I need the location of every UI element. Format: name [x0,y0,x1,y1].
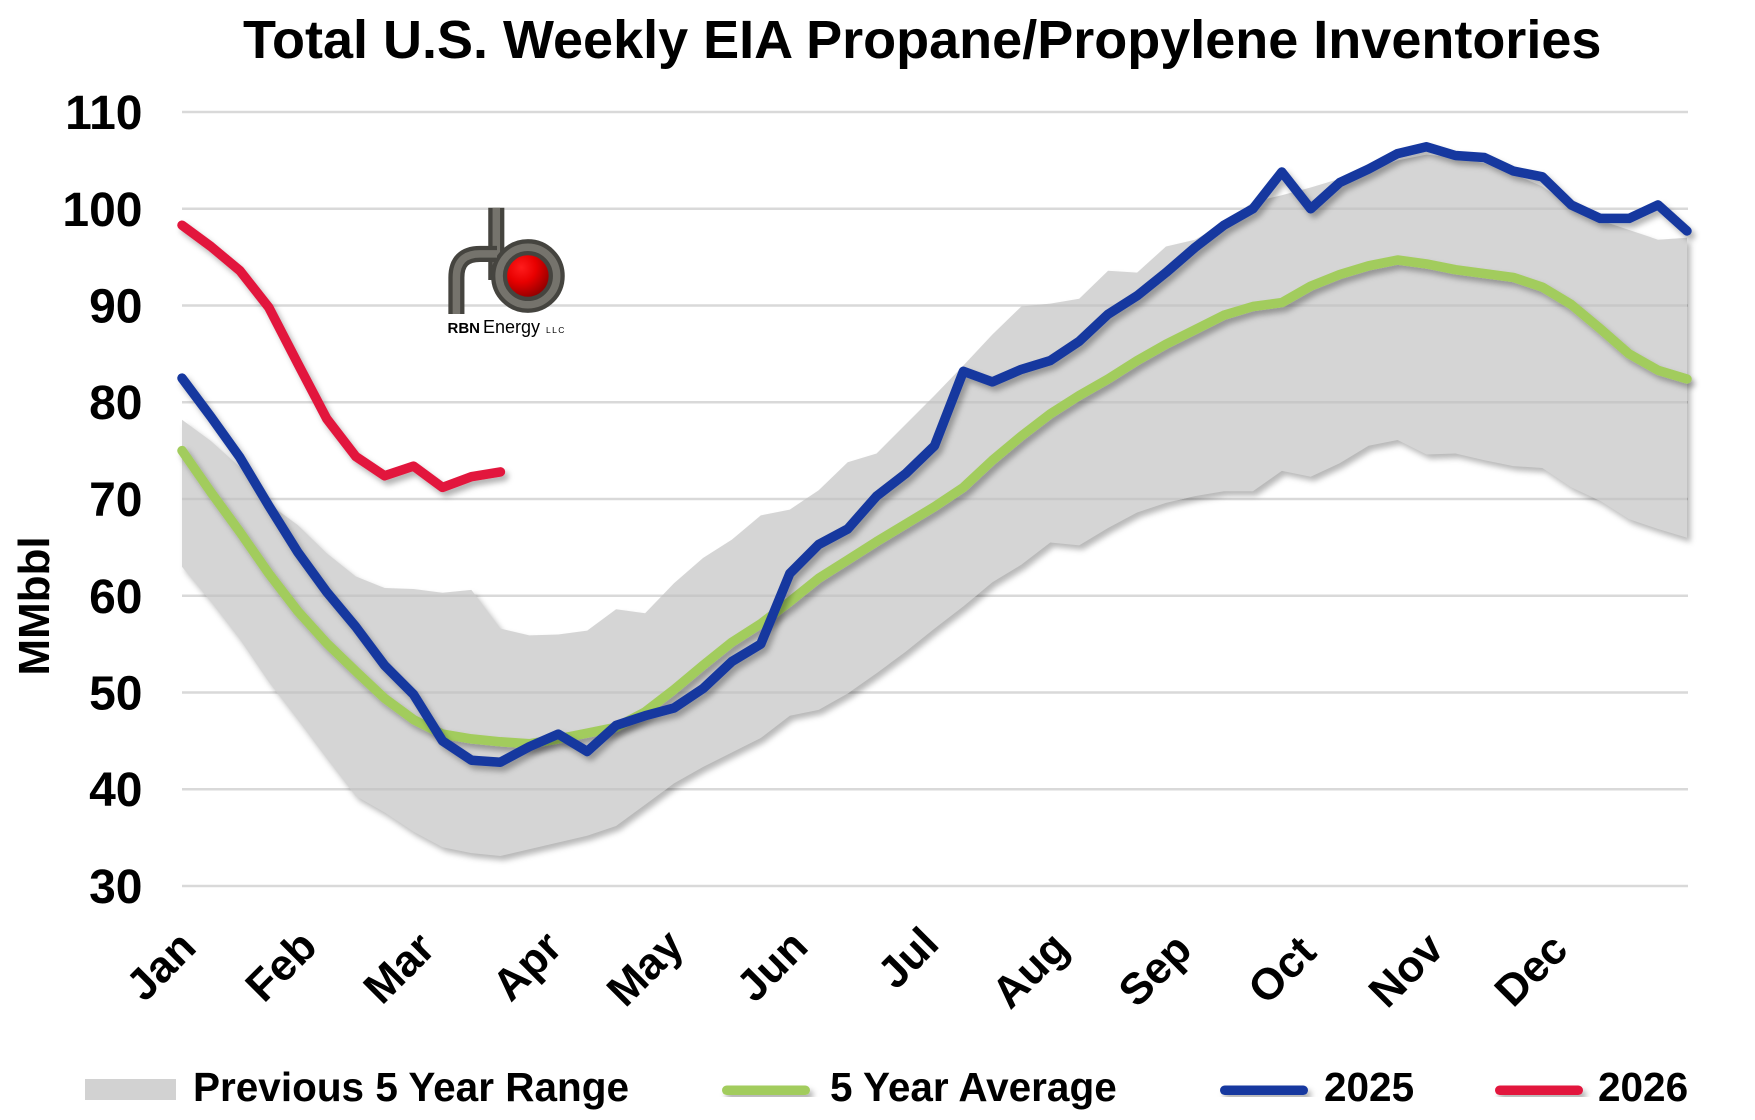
svg-text:RBN: RBN [448,320,481,337]
svg-text:60: 60 [89,571,142,624]
svg-text:MMbbl: MMbbl [10,536,59,675]
svg-text:30: 30 [89,861,142,914]
svg-text:40: 40 [89,764,142,817]
svg-text:2025: 2025 [1324,1064,1414,1110]
svg-text:80: 80 [89,377,142,430]
svg-text:2026: 2026 [1598,1064,1688,1110]
svg-text:Previous 5 Year Range: Previous 5 Year Range [193,1064,629,1110]
svg-text:5 Year Average: 5 Year Average [830,1064,1117,1110]
svg-text:90: 90 [89,281,142,334]
svg-text:110: 110 [65,87,142,140]
svg-text:70: 70 [89,474,142,527]
svg-text:100: 100 [62,184,142,237]
svg-text:50: 50 [89,668,142,721]
svg-text:LLC: LLC [546,325,566,335]
svg-text:Total U.S. Weekly EIA Propane/: Total U.S. Weekly EIA Propane/Propylene … [243,10,1601,70]
svg-text:Energy: Energy [483,317,540,337]
